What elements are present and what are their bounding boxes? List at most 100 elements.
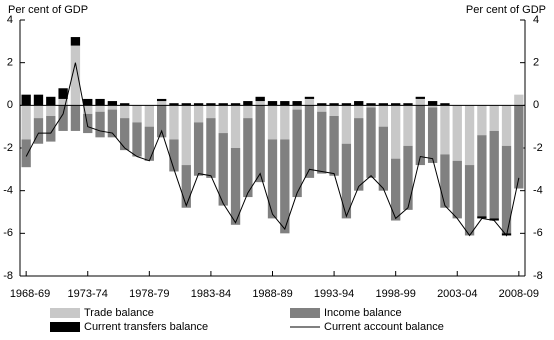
bar: [230, 105, 241, 148]
legend-swatch: [50, 308, 80, 318]
bar: [181, 165, 191, 208]
bar: [169, 103, 179, 106]
bar: [21, 139, 31, 168]
bar: [193, 103, 204, 106]
y-tick-label: 4: [7, 14, 13, 26]
bar: [280, 139, 290, 234]
bar: [107, 101, 118, 106]
bar: [230, 148, 241, 225]
bar: [21, 94, 31, 106]
bar: [267, 139, 278, 219]
bar: [292, 109, 302, 198]
bar: [120, 103, 130, 106]
bar: [329, 103, 339, 106]
bar: [440, 103, 450, 106]
bar: [267, 105, 278, 140]
bar: [206, 103, 216, 106]
bar: [70, 37, 81, 46]
bar: [46, 96, 56, 106]
bar: [341, 103, 352, 106]
y2-tick-label: -8: [533, 270, 543, 282]
y2-tick-label: -2: [533, 142, 543, 154]
bar: [317, 111, 327, 174]
bar: [415, 98, 425, 106]
bar: [354, 105, 364, 119]
bar: [403, 145, 413, 210]
bar: [501, 145, 512, 234]
y-tick-label: -8: [3, 270, 13, 282]
y2-tick-label: 2: [533, 57, 539, 69]
bar: [156, 101, 167, 106]
bar: [354, 118, 364, 191]
y-tick-label: 2: [7, 57, 13, 69]
bar: [464, 105, 475, 166]
x-tick-label: 1973-74: [68, 288, 108, 300]
bar: [33, 94, 44, 106]
bar: [107, 109, 118, 138]
bar: [156, 98, 167, 102]
bar: [95, 98, 105, 106]
y-tick-label: -6: [3, 227, 13, 239]
bar: [403, 105, 413, 146]
bar: [378, 103, 389, 106]
bar: [21, 105, 31, 140]
bar: [489, 105, 499, 131]
bar: [514, 105, 524, 189]
bar: [292, 101, 302, 106]
bar: [452, 160, 462, 219]
bar: [366, 103, 376, 106]
bar: [477, 105, 487, 136]
bar: [391, 158, 401, 221]
legend-swatch: [50, 322, 80, 332]
line: [25, 62, 520, 237]
bar: [95, 111, 105, 138]
bar: [70, 105, 81, 131]
bar: [317, 105, 327, 112]
bar: [243, 118, 253, 198]
bar: [120, 118, 130, 151]
bar: [120, 105, 130, 119]
bar: [132, 122, 142, 157]
bar: [341, 105, 352, 144]
bar: [329, 105, 339, 116]
bar: [243, 105, 253, 119]
bar: [415, 96, 425, 99]
x-tick-label: 1993-94: [314, 288, 354, 300]
bar: [95, 105, 105, 112]
bar: [464, 165, 475, 236]
bar: [267, 101, 278, 106]
bar: [280, 101, 290, 106]
bar: [280, 105, 290, 140]
bar: [33, 105, 44, 119]
bar: [156, 105, 167, 138]
bar: [46, 116, 56, 142]
bar: [255, 96, 265, 102]
bar: [193, 105, 204, 123]
bar: [501, 105, 512, 146]
bar: [144, 126, 154, 161]
bar: [304, 98, 315, 106]
bar: [83, 98, 93, 106]
legend-label: Current transfers balance: [84, 321, 208, 333]
bar: [169, 105, 179, 140]
bar: [144, 105, 154, 127]
bar: [514, 94, 524, 106]
bar: [218, 103, 228, 106]
x-tick-label: 2003-04: [437, 288, 477, 300]
bar: [391, 105, 401, 159]
bar: [304, 105, 315, 178]
x-tick-label: 2008-09: [499, 288, 539, 300]
y2-tick-label: 0: [533, 99, 539, 111]
bar: [58, 105, 68, 131]
bar: [304, 96, 315, 99]
bar: [317, 103, 327, 106]
legend-swatch: [290, 308, 320, 318]
y-tick-label: 0: [7, 99, 13, 111]
bar: [181, 105, 191, 166]
bar: [206, 118, 216, 178]
bar: [440, 154, 450, 208]
bar: [415, 105, 425, 166]
x-tick-label: 1988-89: [252, 288, 292, 300]
y2-tick-label: -6: [533, 227, 543, 239]
